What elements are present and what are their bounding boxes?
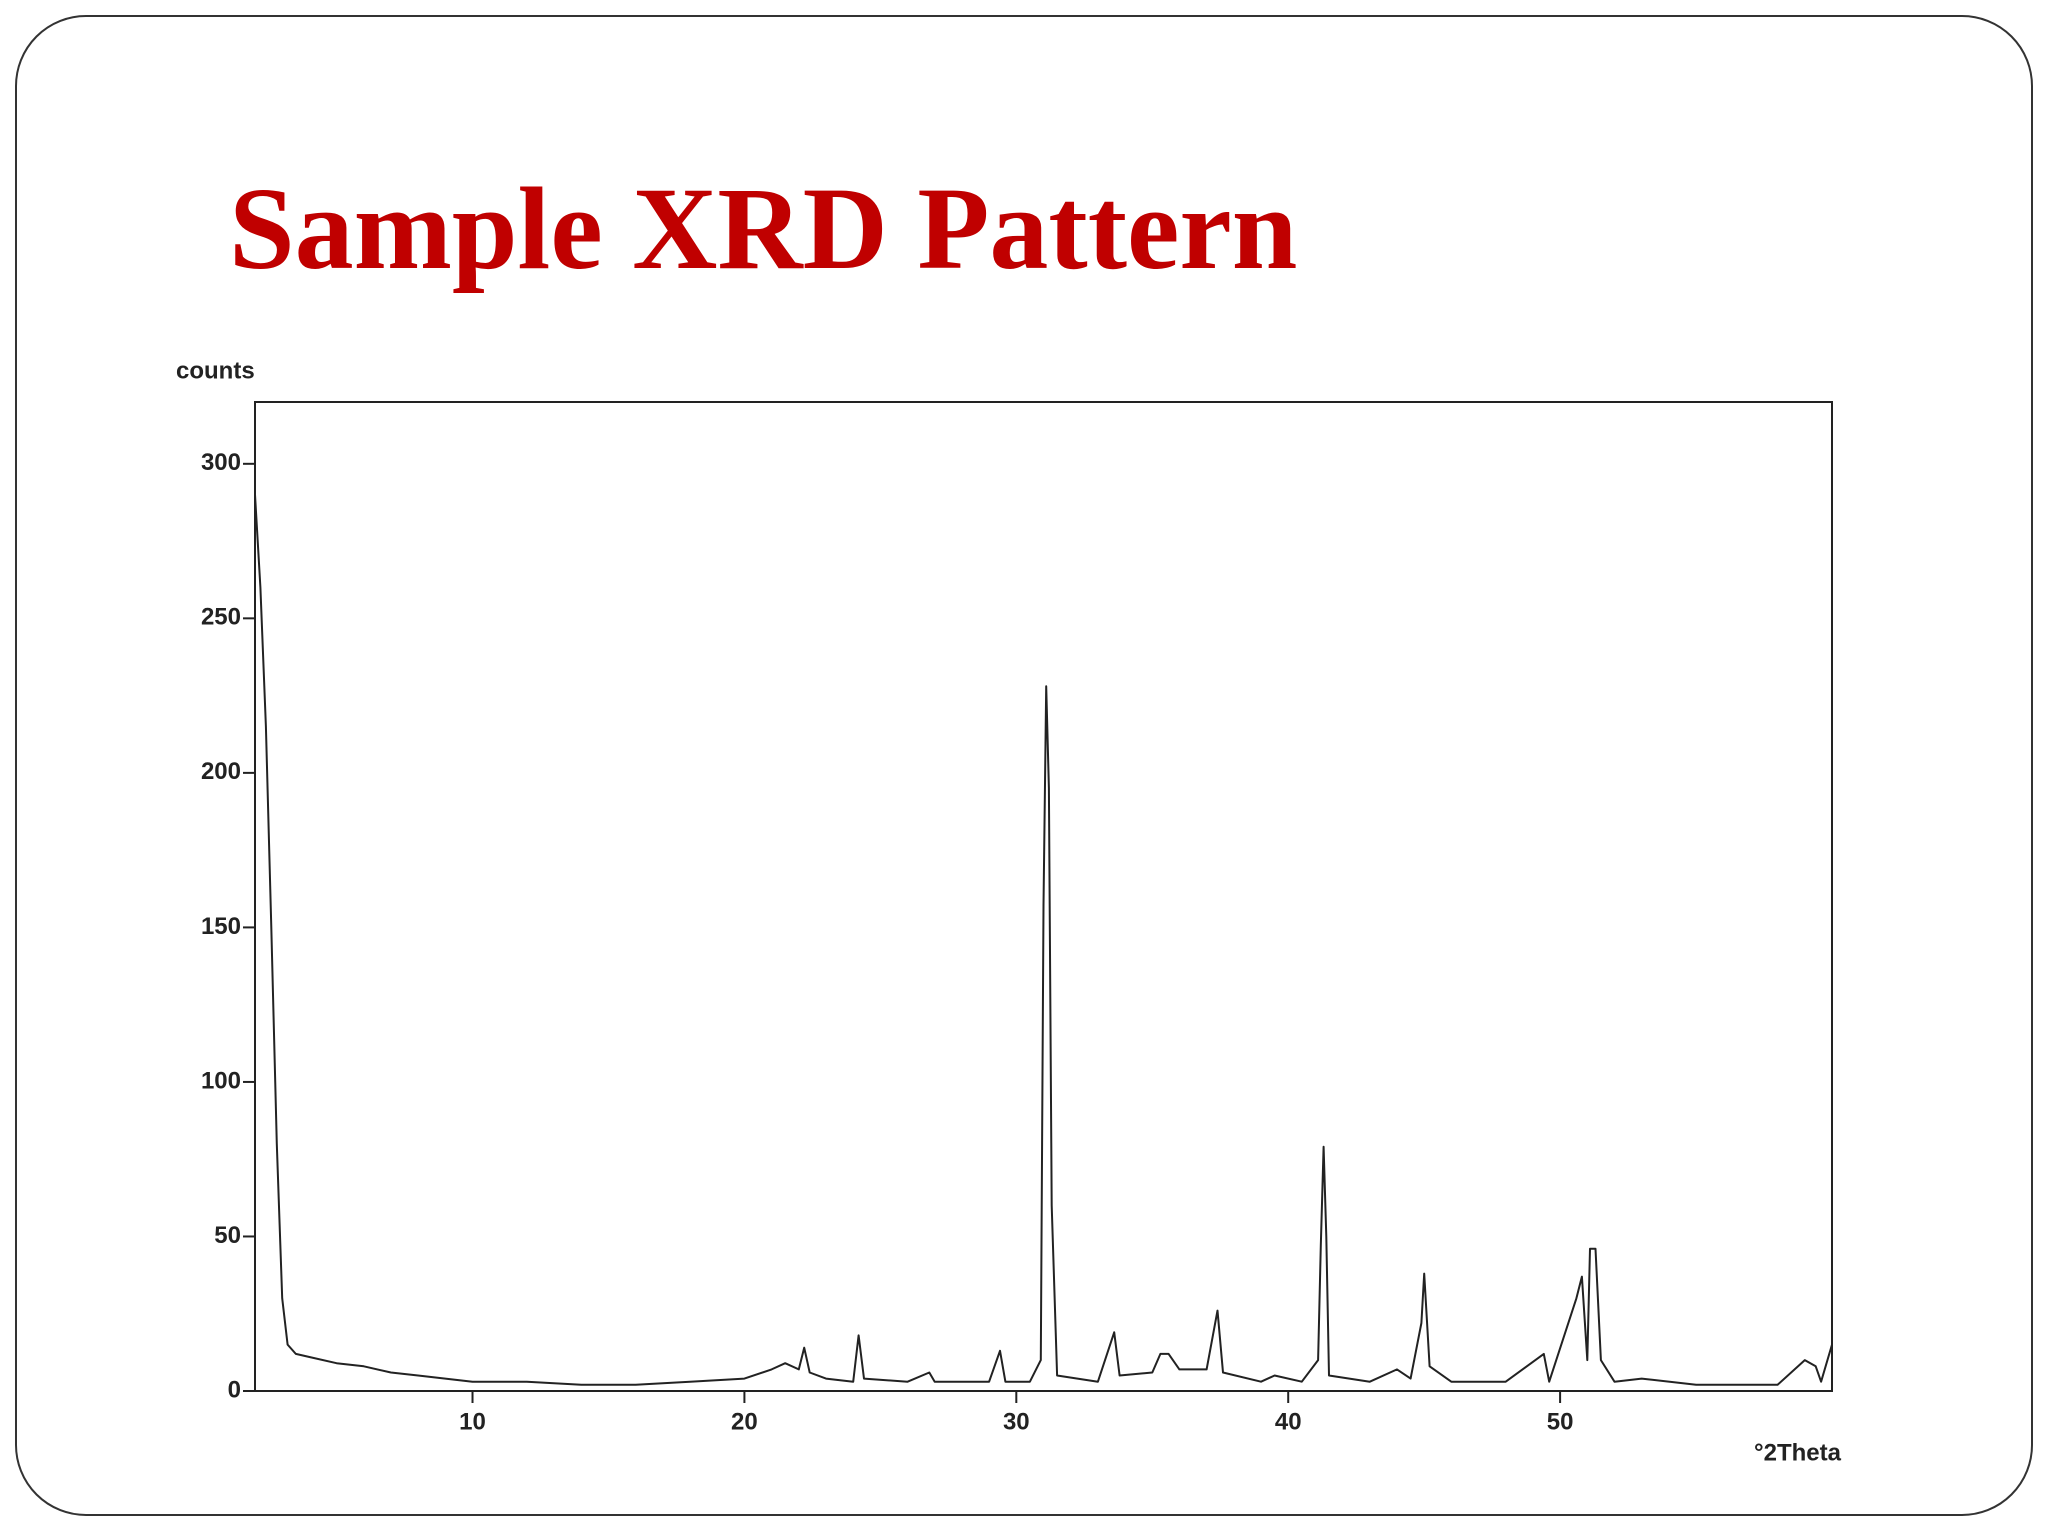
y-tick-label: 50 [214,1222,241,1249]
x-tick-label: 40 [1275,1408,1302,1435]
x-tick-label: 20 [731,1408,758,1435]
x-tick-label: 50 [1547,1408,1574,1435]
y-tick-label: 200 [201,758,241,785]
x-tick-label: 30 [1003,1408,1030,1435]
x-tick-label: 10 [459,1408,486,1435]
y-tick-label: 150 [201,913,241,940]
y-tick-label: 100 [201,1067,241,1094]
chart-title: Sample XRD Pattern [229,163,1297,294]
data-line [254,494,1833,1386]
y-tick-label: 250 [201,604,241,631]
y-axis-label: counts [176,357,255,384]
x-axis-label: °2Theta [1754,1439,1842,1466]
plot-frame [254,401,1833,1392]
y-tick-label: 300 [201,449,241,476]
y-tick-label: 0 [228,1376,241,1403]
slide-frame [15,15,2033,1516]
